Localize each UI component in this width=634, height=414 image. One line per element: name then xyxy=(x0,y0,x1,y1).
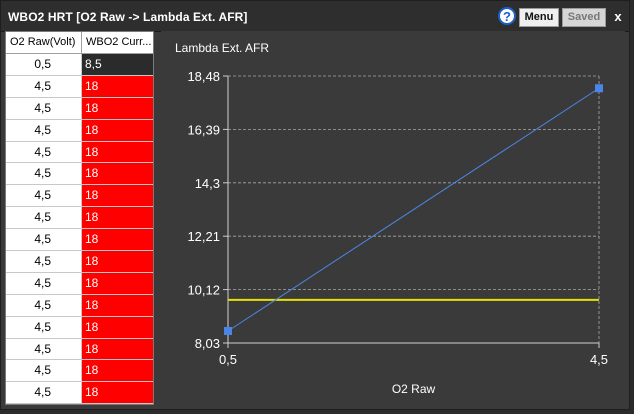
table-row[interactable]: 4,5 18 xyxy=(6,163,153,186)
table-row[interactable]: 4,5 18 xyxy=(6,294,153,317)
close-icon: x xyxy=(614,9,622,24)
wbo2-current-cell[interactable]: 18 xyxy=(82,382,153,404)
table-row[interactable]: 4,5 18 xyxy=(6,229,153,252)
o2-raw-cell[interactable]: 4,5 xyxy=(6,382,82,404)
table-row[interactable]: 4,5 18 xyxy=(6,119,153,142)
chart-title: Lambda Ext. AFR xyxy=(175,41,270,55)
title-bar: WBO2 HRT [O2 Raw -> Lambda Ext. AFR] ? M… xyxy=(1,1,629,32)
wbo2-current-cell[interactable]: 18 xyxy=(82,207,153,229)
table-row[interactable]: 0,5 8,5 xyxy=(6,54,153,76)
chart-area xyxy=(161,31,625,404)
question-mark-icon: ? xyxy=(503,9,511,24)
table-row[interactable]: 4,5 18 xyxy=(6,185,153,208)
wbo2-current-cell[interactable]: 18 xyxy=(82,272,153,294)
o2-raw-cell[interactable]: 4,5 xyxy=(6,272,82,294)
table-row[interactable]: 4,5 18 xyxy=(6,272,153,295)
wbo2-current-cell[interactable]: 18 xyxy=(82,229,153,251)
close-button[interactable]: x xyxy=(611,9,625,25)
wbo2-current-cell[interactable]: 18 xyxy=(82,119,153,141)
o2-raw-cell[interactable]: 4,5 xyxy=(6,338,82,360)
o2-raw-cell[interactable]: 4,5 xyxy=(6,97,82,119)
o2-raw-cell[interactable]: 4,5 xyxy=(6,119,82,141)
o2-raw-cell[interactable]: 4,5 xyxy=(6,229,82,251)
o2-raw-cell[interactable]: 4,5 xyxy=(6,141,82,163)
o2-raw-cell[interactable]: 4,5 xyxy=(6,185,82,207)
wbo2-current-cell[interactable]: 18 xyxy=(82,75,153,97)
o2-raw-cell[interactable]: 4,5 xyxy=(6,251,82,272)
table-row[interactable]: 4,5 18 xyxy=(6,141,153,164)
table-row[interactable]: 4,5 18 xyxy=(6,75,153,98)
wbo2-current-cell[interactable]: 18 xyxy=(82,185,153,207)
wbo2-current-cell[interactable]: 18 xyxy=(82,141,153,163)
table-row[interactable]: 4,5 18 xyxy=(6,207,153,230)
table-row[interactable]: 4,5 18 xyxy=(6,360,153,383)
table-row[interactable]: 4,5 18 xyxy=(6,316,153,339)
wbo2-current-cell[interactable]: 18 xyxy=(82,360,153,382)
o2-raw-cell[interactable]: 0,5 xyxy=(6,54,82,75)
o2-raw-cell[interactable]: 4,5 xyxy=(6,294,82,316)
help-button[interactable]: ? xyxy=(498,7,516,25)
table-row[interactable]: 4,5 18 xyxy=(6,382,153,404)
saved-button[interactable]: Saved xyxy=(562,8,606,27)
window-title: WBO2 HRT [O2 Raw -> Lambda Ext. AFR] xyxy=(8,10,248,24)
o2-raw-cell[interactable]: 4,5 xyxy=(6,316,82,338)
wbo2-current-cell[interactable]: 18 xyxy=(82,316,153,338)
o2-raw-cell[interactable]: 4,5 xyxy=(6,360,82,382)
wbo2-current-cell[interactable]: 18 xyxy=(82,294,153,316)
wbo2-current-cell[interactable]: 18 xyxy=(82,338,153,360)
wbo2-current-cell[interactable]: 18 xyxy=(82,97,153,119)
column-header-wbo2-current[interactable]: WBO2 Curr... xyxy=(82,32,153,53)
o2-raw-cell[interactable]: 4,5 xyxy=(6,207,82,229)
wbo2-current-cell[interactable]: 18 xyxy=(82,251,153,272)
table-header: O2 Raw(Volt) WBO2 Curr... xyxy=(6,32,153,54)
wbo2-current-cell[interactable]: 8,5 xyxy=(82,54,153,75)
o2-raw-cell[interactable]: 4,5 xyxy=(6,75,82,97)
table-row[interactable]: 4,5 18 xyxy=(6,338,153,361)
table-body: 0,5 8,5 4,5 18 4,5 18 4,5 18 4,5 18 4,5 18 4,5 18 4,5 1… xyxy=(6,54,153,404)
menu-button[interactable]: Menu xyxy=(519,8,559,27)
table-row[interactable]: 4,5 18 xyxy=(6,251,153,273)
wbo2-current-cell[interactable]: 18 xyxy=(82,163,153,185)
o2-raw-cell[interactable]: 4,5 xyxy=(6,163,82,185)
column-header-o2-raw[interactable]: O2 Raw(Volt) xyxy=(6,32,82,53)
table-row[interactable]: 4,5 18 xyxy=(6,97,153,120)
map-table: O2 Raw(Volt) WBO2 Curr... 0,5 8,5 4,5 18 4,5… xyxy=(5,31,154,405)
